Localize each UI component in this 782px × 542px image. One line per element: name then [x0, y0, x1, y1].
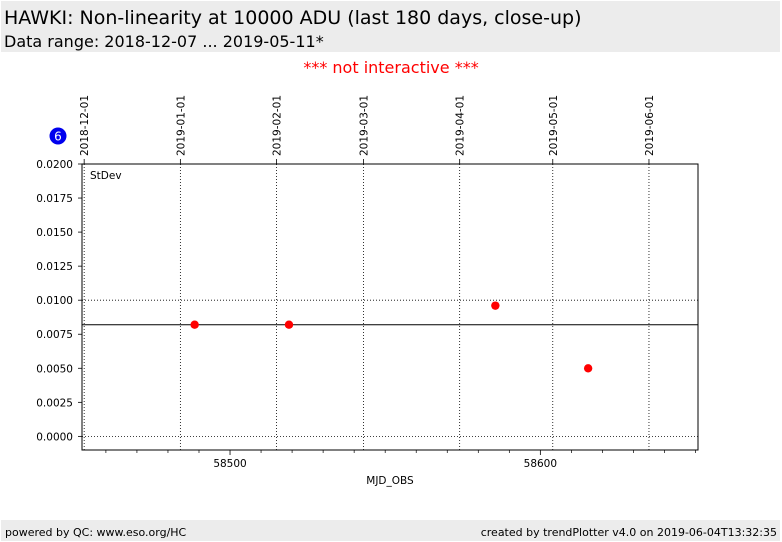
panel-label: StDev	[90, 170, 122, 182]
y-axis-tick-label: 0.0075	[36, 329, 73, 341]
footer-bar: powered by QC: www.eso.org/HC created by…	[1, 520, 780, 541]
top-axis-date-label: 2018-12-01	[79, 95, 91, 156]
y-axis-tick-label: 0.0200	[36, 159, 73, 171]
top-axis-date-label: 2019-04-01	[455, 95, 467, 156]
top-axis-date-label: 2019-02-01	[272, 95, 284, 156]
top-axis-date-label: 2019-05-01	[548, 95, 560, 156]
y-axis-tick-label: 0.0050	[36, 363, 73, 375]
x-axis-title: MJD_OBS	[366, 475, 414, 487]
footer-created-by: created by trendPlotter v4.0 on 2019-06-…	[480, 526, 777, 539]
footer-powered-by: powered by QC: www.eso.org/HC	[5, 526, 187, 539]
data-point	[284, 320, 294, 329]
top-axis-date-label: 2019-01-01	[175, 95, 187, 156]
count-badge	[49, 127, 67, 145]
page-title: HAWKI: Non-linearity at 10000 ADU (last …	[4, 7, 582, 29]
data-point	[583, 364, 593, 373]
y-axis-tick-label: 0.0150	[36, 227, 73, 239]
y-axis-tick-label: 0.0100	[36, 295, 73, 307]
data-range-subtitle: Data range: 2018-12-07 ... 2019-05-11*	[4, 32, 324, 51]
y-axis-tick-label: 0.0000	[36, 431, 73, 443]
header-bar: HAWKI: Non-linearity at 10000 ADU (last …	[1, 1, 780, 52]
plot-frame	[81, 163, 699, 451]
y-axis-tick-label: 0.0125	[36, 261, 73, 273]
top-axis-date-label: 2019-03-01	[358, 95, 370, 156]
not-interactive-notice: *** not interactive ***	[303, 58, 479, 77]
top-axis-date-label: 2019-06-01	[644, 95, 656, 156]
data-point	[491, 301, 500, 310]
y-axis-tick-label: 0.0175	[36, 193, 73, 205]
y-axis-tick-label: 0.0025	[36, 397, 73, 409]
count-badge-label: 6	[54, 130, 62, 144]
plot-area	[82, 164, 698, 450]
x-axis-tick-label: 58600	[524, 458, 557, 470]
x-axis-tick-label: 58500	[213, 458, 246, 470]
data-point	[190, 320, 199, 329]
